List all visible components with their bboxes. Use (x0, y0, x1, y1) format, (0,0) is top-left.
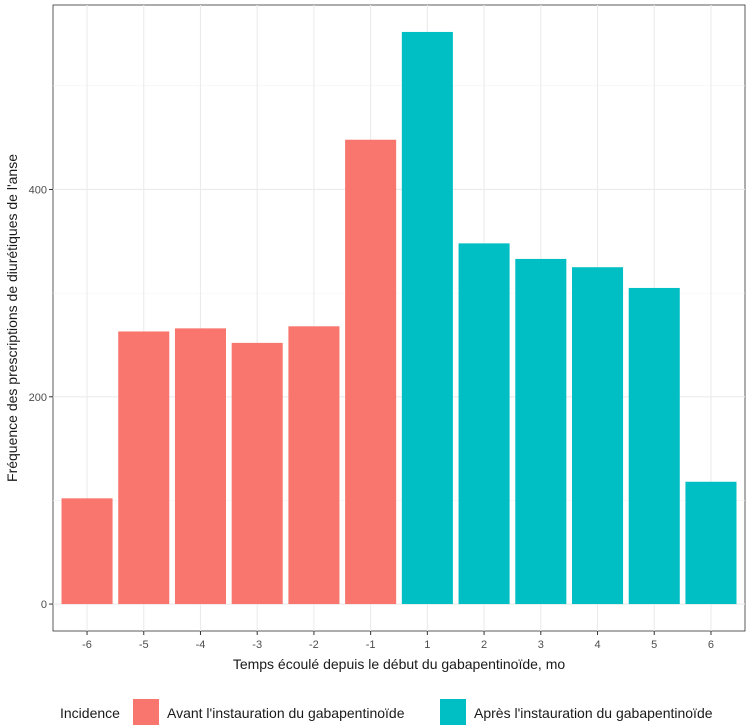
legend-label-before: Avant l'instauration du gabapentinoïde (167, 705, 405, 721)
bar-3 (515, 258, 567, 605)
bars (61, 31, 737, 605)
legend: Incidence Avant l'instauration du gabape… (60, 699, 713, 725)
bar--4 (174, 328, 226, 605)
bar--2 (288, 326, 340, 605)
x-tick-label: -2 (309, 639, 319, 651)
legend-swatch-after (440, 699, 466, 725)
bar-2 (458, 243, 510, 605)
x-axis-title: Temps écoulé depuis le début du gabapent… (233, 656, 566, 672)
x-tick-label: 1 (424, 639, 430, 651)
bar--5 (118, 331, 170, 605)
y-tick-label: 0 (41, 599, 47, 611)
x-tick-label: 3 (538, 639, 544, 651)
bar-5 (628, 287, 680, 605)
x-tick-label: -4 (196, 639, 206, 651)
y-tick-label: 400 (29, 184, 47, 196)
x-tick-label: -6 (82, 639, 92, 651)
x-tick-label: -5 (139, 639, 149, 651)
x-tick-label: 5 (651, 639, 657, 651)
legend-swatch-before (133, 699, 159, 725)
bar--3 (231, 342, 283, 605)
bar--6 (61, 498, 113, 605)
x-tick-label: 2 (481, 639, 487, 651)
bar-4 (572, 267, 624, 605)
bar-1 (401, 31, 453, 605)
y-tick-label: 200 (29, 392, 47, 404)
x-tick-label: 4 (594, 639, 600, 651)
y-axis-title: Fréquence des prescriptions de diurétiqu… (4, 154, 20, 482)
x-tick-label: -1 (366, 639, 376, 651)
x-axis: -6 -5 -4 -3 -2 -1 1 2 3 4 5 6 (82, 631, 714, 651)
bar--1 (345, 139, 397, 605)
x-tick-label: -3 (252, 639, 262, 651)
x-tick-label: 6 (708, 639, 714, 651)
bar-6 (685, 481, 737, 605)
legend-title: Incidence (60, 705, 120, 721)
legend-label-after: Après l'instauration du gabapentinoïde (474, 705, 713, 721)
y-axis: 0 200 400 (29, 184, 53, 611)
